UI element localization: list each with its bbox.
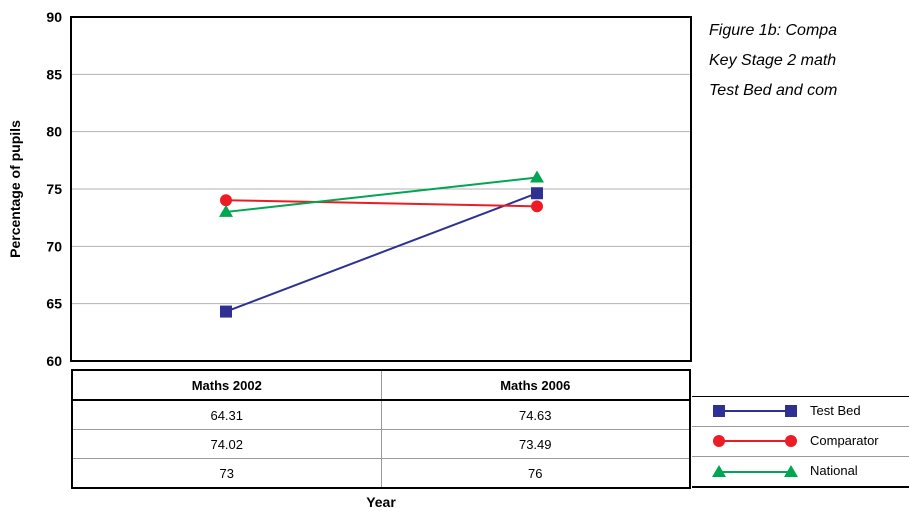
legend-swatch-national (712, 465, 798, 477)
y-tick-label: 70 (46, 238, 62, 254)
table-row: 74.02 73.49 (72, 429, 690, 459)
y-axis-label: Percentage of pupils (7, 120, 23, 258)
table-cell: 76 (381, 458, 690, 488)
y-tick-label: 75 (46, 181, 62, 197)
table-cell: 74.02 (72, 429, 382, 459)
data-point-comparator (220, 194, 232, 207)
series-line-test-bed (225, 192, 538, 313)
table-header-cell: Maths 2006 (381, 370, 690, 401)
gridlines (71, 73, 691, 305)
y-axis-ticks: 90 85 80 75 70 65 60 (46, 9, 62, 369)
data-point-national (219, 204, 233, 217)
table-header-row: Maths 2002 Maths 2006 (72, 370, 690, 401)
table-row: 64.31 74.63 (72, 399, 690, 430)
table-cell: 64.31 (72, 399, 382, 430)
legend-swatch-test-bed (713, 405, 797, 417)
legend-label: National (810, 463, 858, 478)
data-table: Maths 2002 Maths 2006 64.31 74.63 74.02 … (71, 369, 691, 489)
caption-line-1: Figure 1b: Compa (709, 22, 838, 39)
legend-swatch-comparator (713, 435, 797, 447)
caption-line-3: Test Bed and com (709, 82, 838, 99)
legend-label: Test Bed (810, 403, 861, 418)
table-cell: 74.63 (381, 399, 690, 430)
table-cell: 73 (72, 458, 382, 488)
table-cell: 73.49 (381, 429, 690, 459)
data-point-test-bed (531, 187, 543, 200)
data-point-comparator (531, 200, 543, 213)
y-tick-label: 90 (46, 9, 62, 25)
data-point-national (530, 170, 544, 183)
table-row: 73 76 (72, 458, 690, 488)
y-tick-label: 60 (46, 353, 62, 369)
legend-label: Comparator (810, 433, 879, 448)
y-tick-label: 80 (46, 124, 62, 140)
legend-item-test-bed: Test Bed (692, 397, 909, 427)
series-lines (219, 170, 544, 318)
plot-area-frame (70, 16, 692, 362)
series-line-national (225, 176, 538, 213)
series-line-comparator (225, 199, 538, 208)
legend-item-comparator: Comparator (692, 427, 909, 457)
x-axis-label: Year (366, 494, 396, 510)
caption-line-2: Key Stage 2 math (709, 52, 837, 69)
data-point-test-bed (220, 305, 232, 318)
y-tick-label: 85 (46, 66, 62, 82)
figure-caption: Figure 1b: Compa Key Stage 2 math Test B… (709, 16, 909, 106)
legend-item-national: National (692, 457, 909, 488)
y-tick-label: 65 (46, 296, 62, 312)
legend: Test Bed Comparator National (692, 396, 909, 488)
table-header-cell: Maths 2002 (72, 370, 382, 401)
